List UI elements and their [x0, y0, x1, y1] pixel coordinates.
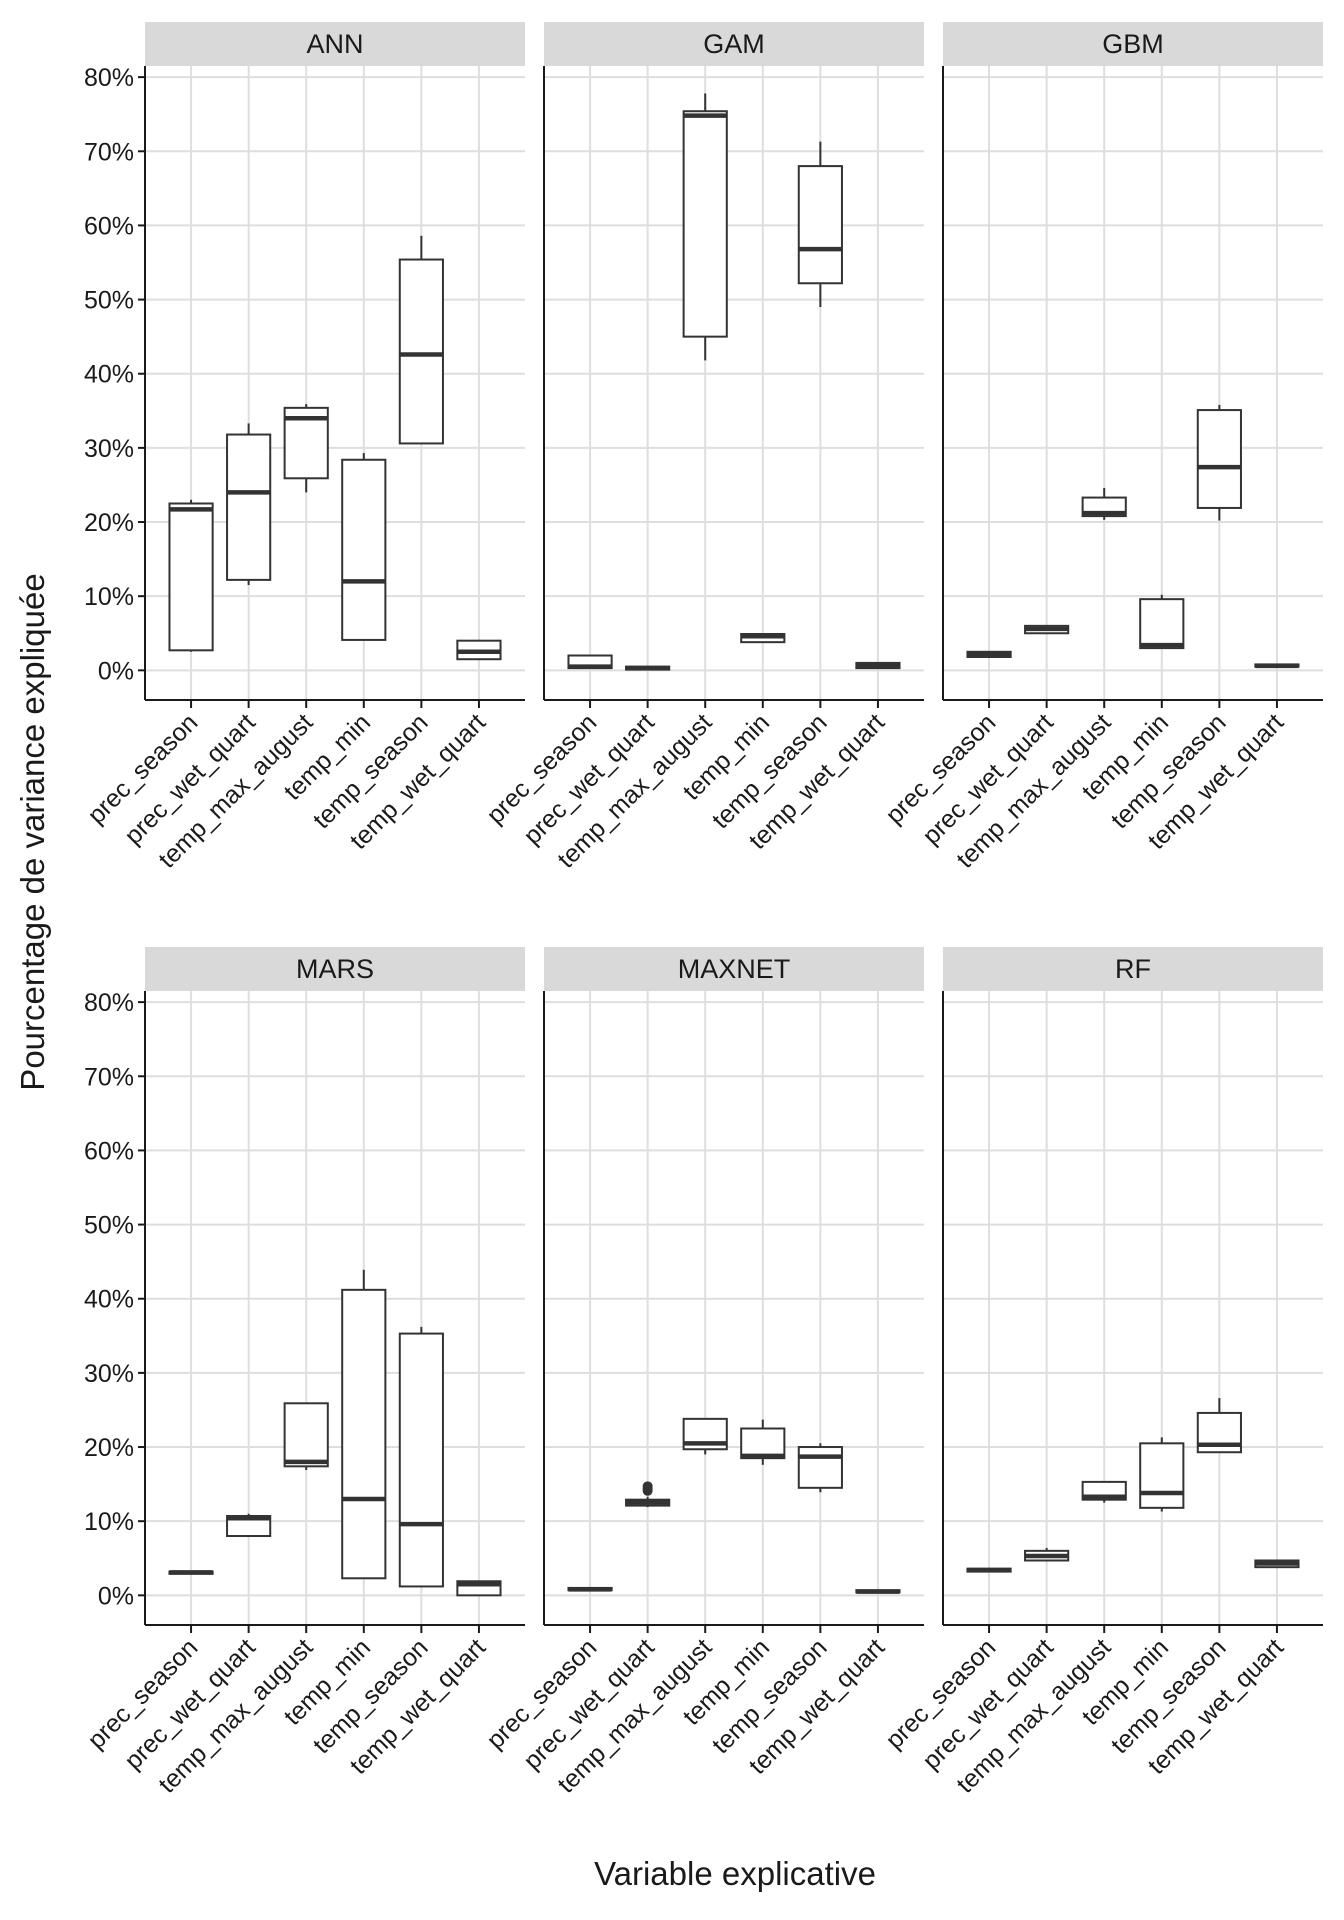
y-tick-label: 80%	[84, 989, 134, 1017]
box-temp_season	[1196, 1398, 1242, 1454]
panel-gam: GAMprec_seasonprec_wet_quarttemp_max_aug…	[481, 22, 924, 874]
y-tick-label: 30%	[84, 1360, 134, 1388]
y-tick-label: 70%	[84, 1063, 134, 1091]
box-prec_wet_quart	[1024, 1547, 1070, 1562]
box-iqr	[1196, 409, 1242, 509]
box-temp_min	[740, 1419, 786, 1465]
box-temp_max_august	[682, 1417, 728, 1455]
panel-strip	[943, 22, 1323, 66]
box-temp_max_august	[682, 93, 728, 361]
panel-title: MARS	[296, 954, 374, 984]
y-tick-label: 10%	[84, 1508, 134, 1536]
box-temp_min	[1139, 594, 1185, 650]
box-temp_season	[1196, 404, 1242, 521]
box-iqr	[682, 110, 728, 338]
panel-title: GAM	[703, 29, 765, 59]
panel-title: GBM	[1102, 29, 1164, 59]
outlier-point	[642, 1481, 653, 1492]
panel-strip	[544, 947, 924, 991]
panel-gbm: GBMprec_seasonprec_wet_quarttemp_max_aug…	[880, 22, 1323, 874]
box-temp_wet_quart	[1254, 663, 1300, 669]
panel-strip	[943, 947, 1323, 991]
y-tick-label: 0%	[98, 657, 134, 685]
box-prec_season	[966, 1567, 1012, 1573]
box-prec_season	[168, 1570, 214, 1575]
box-iqr	[341, 458, 387, 641]
y-tick-label: 70%	[84, 138, 134, 166]
box-prec_season	[168, 499, 214, 652]
panel-title: MAXNET	[678, 954, 791, 984]
box-prec_wet_quart	[625, 1481, 671, 1508]
panel-title: RF	[1115, 954, 1151, 984]
box-iqr	[1139, 1442, 1185, 1509]
box-prec_season	[966, 650, 1012, 658]
box-iqr	[797, 1446, 843, 1489]
y-tick-label: 50%	[84, 1212, 134, 1240]
y-tick-label: 20%	[84, 1434, 134, 1462]
box-temp_wet_quart	[855, 661, 901, 670]
box-temp_max_august	[283, 404, 329, 493]
box-prec_season	[567, 654, 613, 670]
box-iqr	[797, 165, 843, 285]
panels-layer: ANN0%10%20%30%40%50%60%70%80%prec_season…	[82, 22, 1323, 1799]
box-temp_season	[797, 141, 843, 307]
box-temp_season	[797, 1443, 843, 1493]
panel-strip	[145, 22, 525, 66]
box-iqr	[168, 502, 214, 652]
y-tick-label: 30%	[84, 435, 134, 463]
box-iqr	[283, 1402, 329, 1468]
panel-strip	[145, 947, 525, 991]
box-temp_wet_quart	[1254, 1559, 1300, 1569]
y-tick-label: 40%	[84, 361, 134, 389]
panel-maxnet: MAXNETprec_seasonprec_wet_quarttemp_max_…	[481, 947, 924, 1799]
y-tick-label: 40%	[84, 1286, 134, 1314]
box-iqr	[226, 433, 272, 581]
y-tick-label: 10%	[84, 583, 134, 611]
box-temp_min	[1139, 1437, 1185, 1512]
y-tick-label: 50%	[84, 287, 134, 315]
box-temp_max_august	[1081, 1480, 1127, 1503]
box-iqr	[1139, 598, 1185, 650]
box-prec_wet_quart	[226, 1513, 272, 1538]
box-temp_max_august	[1081, 487, 1127, 520]
box-temp_season	[398, 1326, 444, 1588]
box-iqr	[398, 1332, 444, 1588]
box-prec_season	[567, 1586, 613, 1592]
box-iqr	[341, 1288, 387, 1580]
box-prec_wet_quart	[625, 665, 671, 671]
y-axis-title: Pourcentage de variance expliquée	[14, 573, 51, 1090]
box-iqr	[398, 258, 444, 445]
box-temp_wet_quart	[456, 639, 502, 661]
box-temp_min	[341, 1269, 387, 1580]
panel-rf: RFprec_seasonprec_wet_quarttemp_max_augu…	[880, 947, 1323, 1799]
y-tick-label: 80%	[84, 64, 134, 92]
box-temp_min	[341, 453, 387, 641]
box-temp_wet_quart	[855, 1589, 901, 1594]
panel-mars: MARS0%10%20%30%40%50%60%70%80%prec_seaso…	[82, 947, 525, 1799]
box-prec_wet_quart	[226, 423, 272, 586]
panel-strip	[544, 22, 924, 66]
box-prec_wet_quart	[1024, 624, 1070, 635]
box-temp_max_august	[283, 1402, 329, 1471]
x-axis-title: Variable explicative	[594, 1855, 876, 1892]
box-temp_min	[740, 633, 786, 644]
box-temp_season	[398, 235, 444, 445]
y-tick-label: 20%	[84, 509, 134, 537]
y-tick-label: 60%	[84, 212, 134, 240]
panel-ann: ANN0%10%20%30%40%50%60%70%80%prec_season…	[82, 22, 525, 874]
box-temp_wet_quart	[456, 1580, 502, 1597]
y-tick-label: 60%	[84, 1137, 134, 1165]
y-tick-label: 0%	[98, 1582, 134, 1610]
panel-title: ANN	[306, 29, 363, 59]
